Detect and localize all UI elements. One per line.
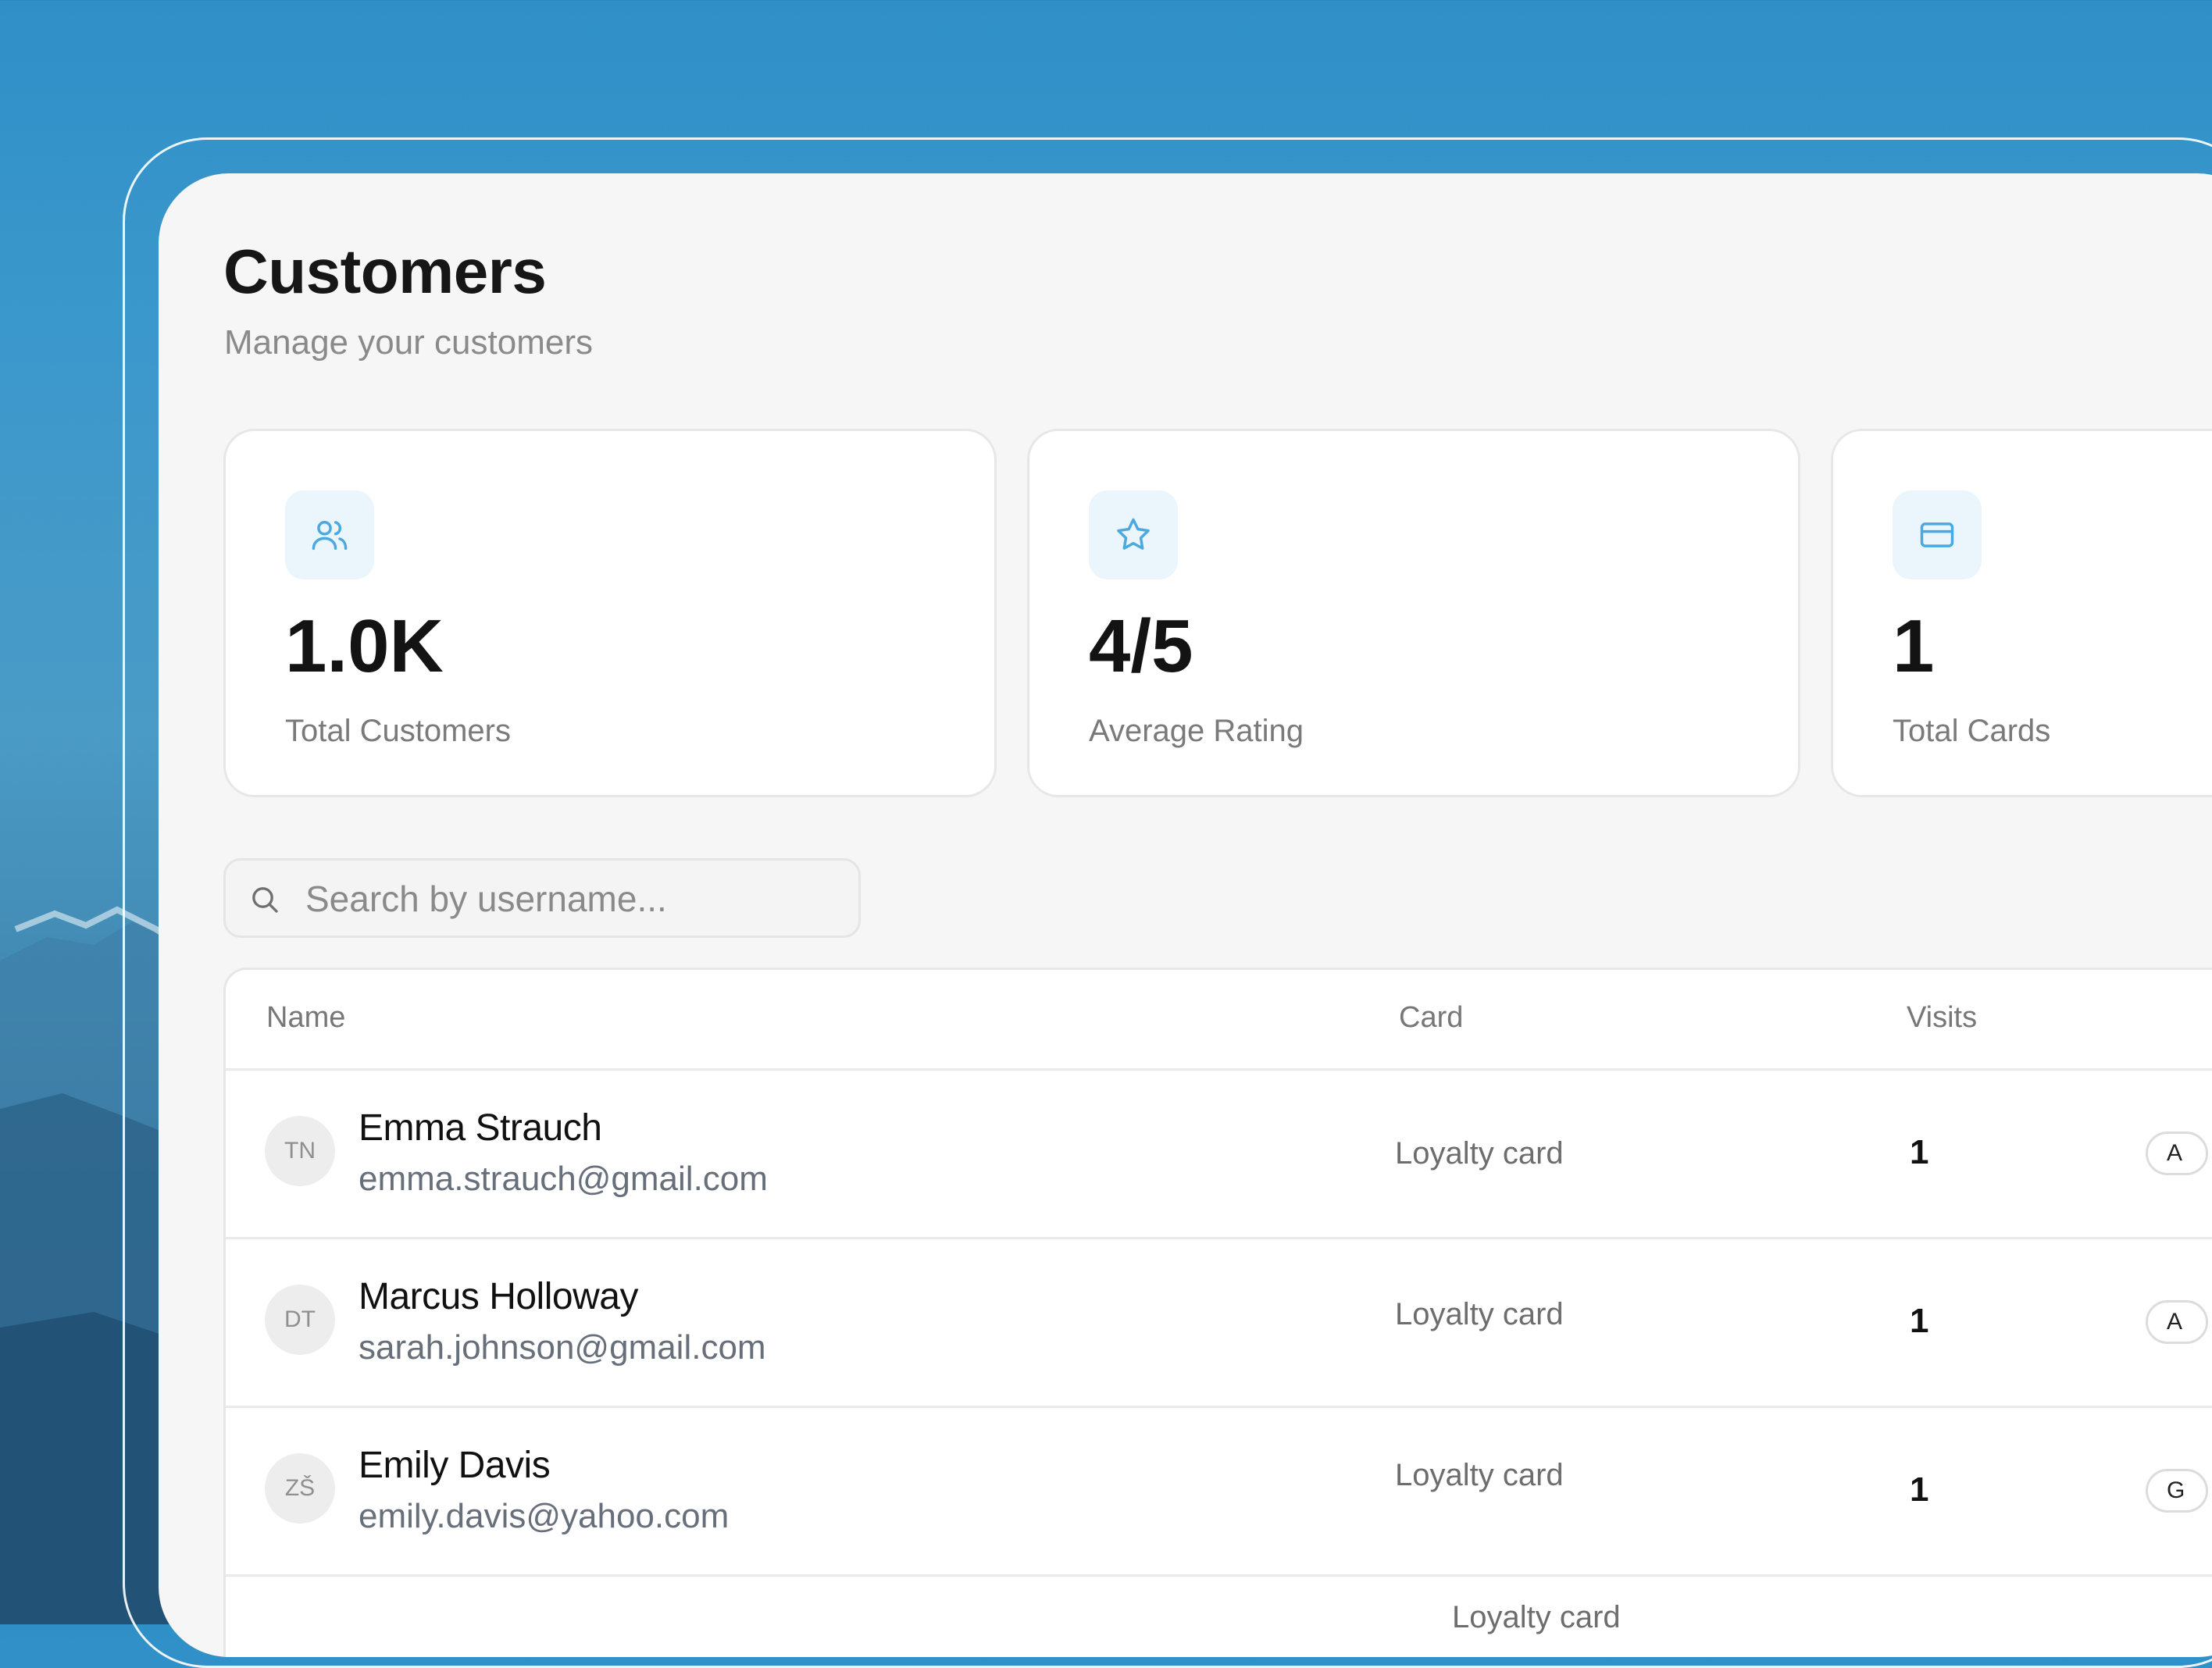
stat-label: Total Cards	[1893, 714, 2051, 748]
customer-card: Loyalty card	[1395, 1297, 1564, 1331]
stat-card-total-customers: 1.0K Total Customers	[223, 429, 997, 797]
table-row[interactable]: DT Marcus Holloway sarah.johnson@gmail.c…	[226, 1237, 2212, 1406]
column-header-name[interactable]: Name	[266, 1001, 346, 1034]
search-box[interactable]	[223, 858, 861, 938]
customer-name: Marcus Holloway	[359, 1276, 638, 1317]
customer-visits: 1	[1910, 1470, 1929, 1509]
status-badge: A	[2146, 1132, 2208, 1175]
stat-label: Total Customers	[285, 714, 511, 748]
search-icon	[252, 887, 278, 913]
search-input[interactable]	[304, 871, 846, 926]
stat-value: 1	[1893, 604, 1935, 688]
status-badge: A	[2146, 1300, 2208, 1344]
customers-table: Name Card Visits De TN Emma Strauch emma…	[223, 968, 2212, 1657]
table-row[interactable]: ZŠ Emily Davis emily.davis@yahoo.com Loy…	[226, 1406, 2212, 1574]
customer-name: Emma Strauch	[359, 1107, 602, 1149]
stat-card-total-cards: 1 Total Cards	[1831, 429, 2212, 797]
avatar: DT	[265, 1285, 335, 1355]
customer-card: Loyalty card	[1395, 1136, 1564, 1171]
customer-visits: 1	[1910, 1302, 1929, 1340]
stat-value: 1.0K	[285, 604, 444, 688]
star-icon	[1089, 490, 1178, 579]
column-header-visits[interactable]: Visits	[1907, 1001, 1978, 1034]
customer-card: Loyalty card	[1395, 1458, 1564, 1492]
avatar: TN	[265, 1116, 335, 1186]
customer-email: emily.davis@yahoo.com	[359, 1497, 730, 1535]
page-title: Customers	[223, 237, 547, 306]
customers-panel: Customers Manage your customers 1.0K Tot…	[159, 173, 2212, 1657]
table-row[interactable]: Loyalty card	[226, 1574, 2212, 1657]
stat-label: Average Rating	[1089, 714, 1304, 748]
customer-email: emma.strauch@gmail.com	[359, 1160, 768, 1198]
stat-value: 4/5	[1089, 604, 1193, 688]
customer-card: Loyalty card	[1452, 1600, 1621, 1634]
table-row[interactable]: TN Emma Strauch emma.strauch@gmail.com L…	[226, 1068, 2212, 1237]
column-header-card[interactable]: Card	[1399, 1001, 1464, 1034]
page-subtitle: Manage your customers	[224, 323, 593, 362]
customer-name: Emily Davis	[359, 1445, 551, 1486]
avatar: ZŠ	[265, 1453, 335, 1524]
credit-card-icon	[1893, 490, 1982, 579]
customer-email: sarah.johnson@gmail.com	[359, 1328, 766, 1367]
customer-visits: 1	[1910, 1133, 1929, 1171]
stat-card-average-rating: 4/5 Average Rating	[1027, 429, 1800, 797]
status-badge: G	[2146, 1469, 2208, 1513]
users-icon	[285, 490, 374, 579]
